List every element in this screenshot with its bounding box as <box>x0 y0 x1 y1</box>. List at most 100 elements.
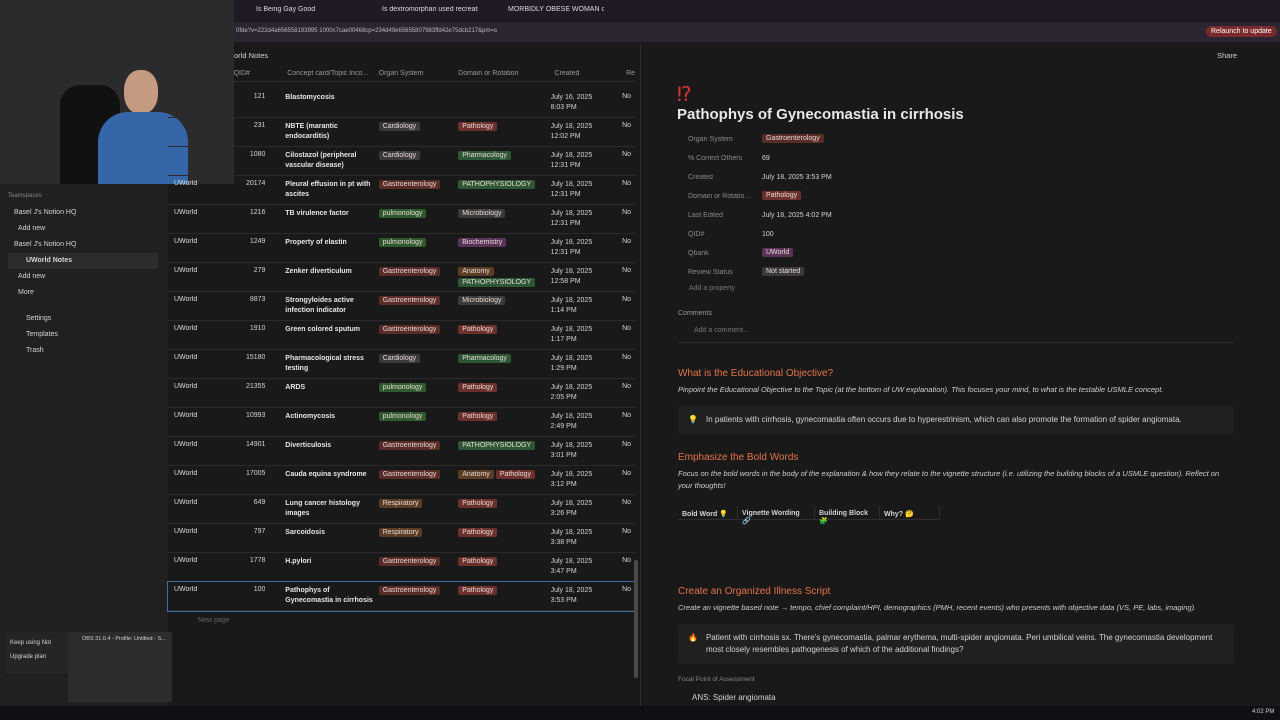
property: QID# 100 <box>678 225 1078 244</box>
date: July 18, 2025 <box>550 558 593 565</box>
tab[interactable]: MORBIDLY OBESE WOMAN ca <box>508 6 604 13</box>
column-header[interactable]: Organ System <box>378 70 424 77</box>
qid: 21355 <box>245 383 266 390</box>
property-name: Review Status <box>688 269 733 276</box>
sidebar-item[interactable]: Add new <box>18 273 46 280</box>
new-page[interactable]: New page <box>198 617 230 624</box>
table-header: Building Block 🧩 <box>815 506 880 525</box>
add-property[interactable]: Add a property <box>689 285 735 292</box>
sidebar-item[interactable]: Trash <box>26 347 44 354</box>
add-comment[interactable]: Add a comment... <box>694 327 749 334</box>
sidebar-item[interactable]: Settings <box>26 315 52 322</box>
column-header[interactable]: QID# <box>233 70 250 77</box>
time: 3:26 PM <box>550 510 577 517</box>
comments-label: Comments <box>678 310 712 317</box>
tab[interactable]: Is Being Gay Good <box>256 6 316 13</box>
table-row[interactable]: UWorld 797 Sarcoidosis Respiratory Pathology… <box>168 524 636 553</box>
date: July 18, 2025 <box>550 587 593 594</box>
share[interactable]: Share <box>1217 51 1238 60</box>
column-header[interactable]: Re <box>626 70 636 77</box>
domain-cell: Microbiology <box>454 209 550 220</box>
concept: Pharmacological stress testing <box>285 355 364 372</box>
table-row[interactable]: UWorld 20174 Pleural effusion in pt with a… <box>168 176 636 205</box>
table-row[interactable]: UWorld 15180 Pharmacological stress testin… <box>168 350 636 379</box>
table-row[interactable]: UWorld 1910 Green colored sputum Gastroente… <box>168 321 636 350</box>
table-row[interactable]: UWorld 14901 Diverticulosis Gastroenterolog… <box>168 437 636 466</box>
tag: PATHOPHYSIOLOGY <box>458 278 536 287</box>
table-row[interactable]: UWorld 279 Zenker diverticulum Gastroentero… <box>168 263 636 292</box>
url[interactable]: 0fde?v=222d4a656558193995 1000c7cae00468… <box>236 28 497 34</box>
scrollbar <box>634 560 638 678</box>
table-row[interactable]: UWorld 1216 TB virulence factor pulmonology… <box>168 205 636 234</box>
time: 12:31 PM <box>550 191 581 198</box>
concept: Pleural effusion in pt with ascites <box>285 181 371 198</box>
sidebar-item[interactable]: Basel J's Notion HQ <box>14 209 77 216</box>
table-header: Bold Word 💡 <box>678 506 738 520</box>
table-row[interactable]: UWorld 1249 Property of elastin pulmonology… <box>168 234 636 263</box>
callout-icon: 🔥 <box>688 633 698 642</box>
sidebar-item[interactable]: Add new <box>18 225 46 232</box>
qid: 1778 <box>249 557 266 564</box>
tag: Gastroenterology <box>378 267 441 276</box>
table-row[interactable]: 121 Blastomycosis July 16, 2025 8:03 PM No <box>168 89 636 118</box>
domain-cell: Pathology <box>454 412 550 423</box>
sidebar-item[interactable]: More <box>18 289 34 296</box>
date: July 18, 2025 <box>550 355 593 362</box>
table-row[interactable]: UWorld 8873 Strongyloides active infection… <box>168 292 636 321</box>
column-header[interactable]: Created <box>554 70 580 77</box>
column-header[interactable]: Concept card/Topic Inco... <box>287 70 369 77</box>
popup-text: Keep using Not <box>10 640 52 646</box>
domain-cell: Pathology <box>454 528 550 539</box>
qid: 649 <box>253 499 266 506</box>
tab[interactable]: Is dextromorphan used recreati <box>382 6 478 13</box>
date: July 18, 2025 <box>550 413 593 420</box>
created: July 18, 2025 2:05 PM <box>551 383 623 403</box>
tag: Microbiology <box>458 209 506 218</box>
organ-cell: Cardiology <box>375 122 455 133</box>
page-title: Pathophys of Gynecomastia in cirrhosis <box>677 106 964 123</box>
qid: 10993 <box>245 412 266 419</box>
section: Emphasize the Bold Words Focus on the bol… <box>678 452 1234 546</box>
table-row[interactable]: UWorld 21355 ARDS pulmonology Pathology July … <box>168 379 636 408</box>
column-header[interactable]: Domain or Rotation <box>458 70 519 77</box>
table-row[interactable]: UWorld 649 Lung cancer histology images Res… <box>168 495 636 524</box>
table-row[interactable]: UWorld 17005 Cauda equina syndrome Gastroen… <box>168 466 636 495</box>
time: 1:29 PM <box>550 365 577 372</box>
organ-cell: pulmonology <box>375 209 455 220</box>
relaunch[interactable]: Relaunch to update <box>1206 26 1277 37</box>
review: No <box>622 441 632 448</box>
time: 3:01 PM <box>550 452 577 459</box>
date: July 18, 2025 <box>550 442 593 449</box>
domain-cell: Anatomy PATHOPHYSIOLOGY <box>454 267 550 289</box>
sidebar-item[interactable]: UWorld Notes <box>8 253 158 269</box>
callout: 🔥 Patient with cirrhosis sx. There's gyne… <box>678 624 1234 664</box>
domain-cell: Anatomy Pathology <box>454 470 550 481</box>
table-row[interactable]: UWorld 1778 H.pylori Gastroenterology Pathol… <box>168 553 636 582</box>
property-value: Pathology <box>762 191 802 200</box>
time: 12:31 PM <box>550 249 581 256</box>
time: 12:58 PM <box>550 278 581 285</box>
popup-text[interactable]: Upgrade plan <box>10 654 47 660</box>
concept: Diverticulosis <box>285 442 332 449</box>
qbank-cell: UWorld <box>174 557 198 564</box>
table-row[interactable]: UWorld 10993 Actinomycosis pulmonology Patho… <box>168 408 636 437</box>
tag: Gastroenterology <box>378 557 441 566</box>
tag: Pathology <box>458 412 498 421</box>
tag: Biochemistry <box>458 238 507 247</box>
tag: Pathology <box>458 383 498 392</box>
concept: Green colored sputum <box>285 326 360 333</box>
table-row[interactable]: 1080 Cilostazol (peripheral vascular dise… <box>168 147 636 176</box>
date: July 16, 2025 <box>550 94 593 101</box>
created: July 18, 2025 1:29 PM <box>551 354 623 374</box>
sidebar-item[interactable]: Basel J's Notion HQ <box>14 241 77 248</box>
table-row[interactable]: 231 NBTE (marantic endocarditis) Cardiolog… <box>168 118 636 147</box>
qid: 231 <box>253 122 266 129</box>
organ-cell: Cardiology <box>375 354 455 365</box>
sidebar-item[interactable]: Templates <box>26 331 58 338</box>
answer[interactable]: ANS: Spider angiomata <box>692 693 776 702</box>
created: July 18, 2025 3:12 PM <box>551 470 623 490</box>
table-row[interactable]: UWorld 100 Pathophys of Gynecomastia in ci… <box>167 581 637 612</box>
domain-cell: Pathology <box>454 122 550 133</box>
tag: Pathology <box>495 470 535 479</box>
concept: Property of elastin <box>285 239 347 246</box>
